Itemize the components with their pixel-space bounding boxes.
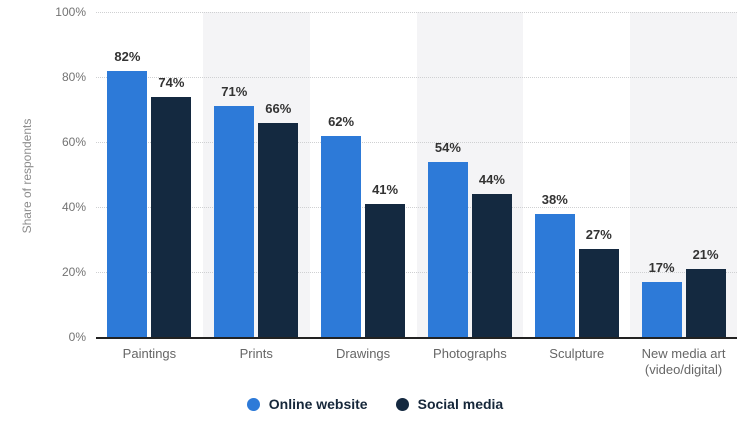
bar-paintings-social-media[interactable] <box>151 96 192 337</box>
bar-drawings-online-website[interactable] <box>321 135 362 337</box>
bar-sculpture-online-website[interactable] <box>534 213 575 337</box>
legend-label: Social media <box>417 396 504 412</box>
bar-drawings-social-media[interactable] <box>365 203 406 337</box>
x-label-photographs: Photographs <box>433 346 507 361</box>
bar-photographs-social-media[interactable] <box>471 194 512 337</box>
value-label-prints-online-website: 71% <box>221 84 248 100</box>
value-label-new-media-art-video-digital-online-website: 17% <box>648 259 675 275</box>
x-label-new-media-art-video-digital: New media art (video/digital) <box>641 346 726 377</box>
x-axis-labels: Paintings Prints Drawings Photographs Sculpt… <box>96 346 737 386</box>
y-tick-40: 40% <box>61 200 86 214</box>
y-tick-20: 20% <box>61 265 86 279</box>
value-label-photographs-social-media: 44% <box>478 172 505 187</box>
gridline-100 <box>96 12 737 13</box>
value-label-sculpture-online-website: 38% <box>541 191 568 207</box>
bar-paintings-online-website[interactable] <box>107 70 148 337</box>
x-label-paintings: Paintings <box>122 346 177 361</box>
value-label-paintings-online-website: 82% <box>114 48 141 64</box>
bar-prints-social-media[interactable] <box>258 122 299 337</box>
plot-area: 82% 74% 71% 66% 62% 41% 54% 44% 38% 27% 17% 21% <box>96 12 737 337</box>
value-label-paintings-social-media: 74% <box>158 74 185 90</box>
value-label-photographs-online-website: 54% <box>434 139 461 155</box>
y-tick-80: 80% <box>61 70 86 84</box>
value-label-sculpture-social-media: 27% <box>585 227 612 243</box>
bar-sculpture-social-media[interactable] <box>578 249 619 337</box>
value-label-prints-social-media: 66% <box>265 100 292 116</box>
x-label-sculpture: Sculpture <box>549 346 605 361</box>
gridline-40 <box>96 207 737 208</box>
bar-prints-online-website[interactable] <box>214 106 255 337</box>
gridline-80 <box>96 77 737 78</box>
y-tick-0: 0% <box>68 330 86 344</box>
legend-swatch-icon <box>395 397 409 411</box>
legend: Online website Social media <box>0 396 750 412</box>
value-label-new-media-art-video-digital-social-media: 21% <box>692 246 719 262</box>
value-label-drawings-social-media: 41% <box>372 181 399 197</box>
bar-new-media-art-video-digital-online-website[interactable] <box>641 281 682 337</box>
legend-swatch-icon <box>246 397 260 411</box>
legend-label: Online website <box>268 396 368 412</box>
value-label-drawings-online-website: 62% <box>328 113 355 129</box>
legend-item-online-website[interactable]: Online website <box>246 396 368 412</box>
gridline-20 <box>96 272 737 273</box>
y-tick-60: 60% <box>61 135 86 149</box>
x-label-drawings: Drawings <box>335 346 391 361</box>
y-tick-100: 100% <box>55 5 86 19</box>
x-axis-line <box>96 337 737 339</box>
x-label-prints: Prints <box>239 346 273 361</box>
bar-photographs-online-website[interactable] <box>427 161 468 337</box>
bar-new-media-art-video-digital-social-media[interactable] <box>685 268 726 337</box>
legend-item-social-media[interactable]: Social media <box>395 396 504 412</box>
gridline-60 <box>96 142 737 143</box>
